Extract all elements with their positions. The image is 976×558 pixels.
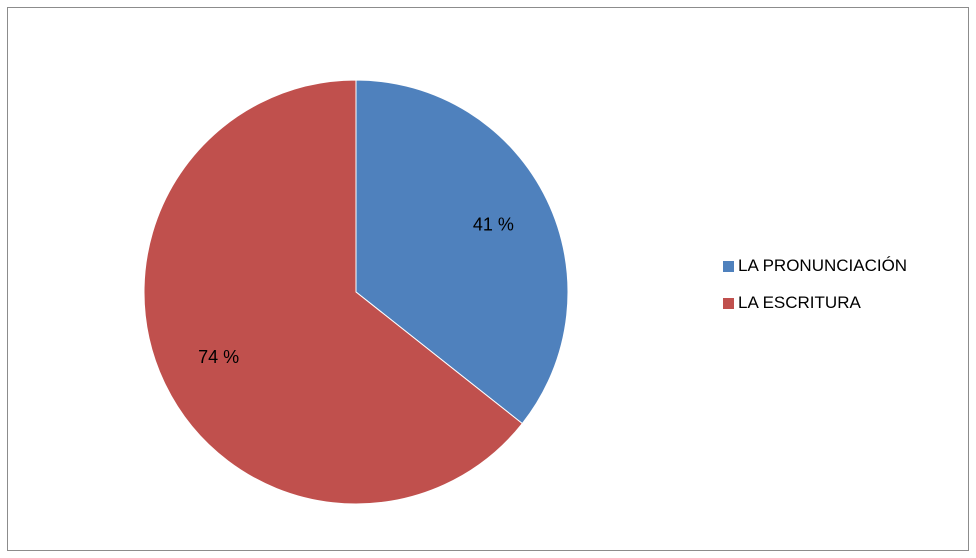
chart-frame: 41 % 74 % LA PRONUNCIACIÓN LA ESCRITURA — [7, 7, 969, 551]
legend-label-pronunciacion: LA PRONUNCIACIÓN — [738, 256, 908, 275]
legend-label-escritura: LA ESCRITURA — [738, 293, 861, 312]
legend-swatch-escritura — [723, 297, 734, 309]
data-label-la-pronunciacion: 41 % — [473, 214, 514, 234]
legend-item-pronunciacion: LA PRONUNCIACIÓN — [723, 257, 907, 275]
pie-chart: 41 % 74 % — [143, 79, 569, 505]
legend-item-escritura: LA ESCRITURA — [723, 294, 907, 312]
chart-legend: LA PRONUNCIACIÓN LA ESCRITURA — [723, 257, 907, 331]
data-label-la-escritura: 74 % — [198, 347, 239, 367]
pie-slice-la-pronunciacion — [355, 79, 569, 425]
legend-swatch-pronunciacion — [723, 260, 734, 272]
pie-slice-la-escritura — [143, 79, 523, 505]
